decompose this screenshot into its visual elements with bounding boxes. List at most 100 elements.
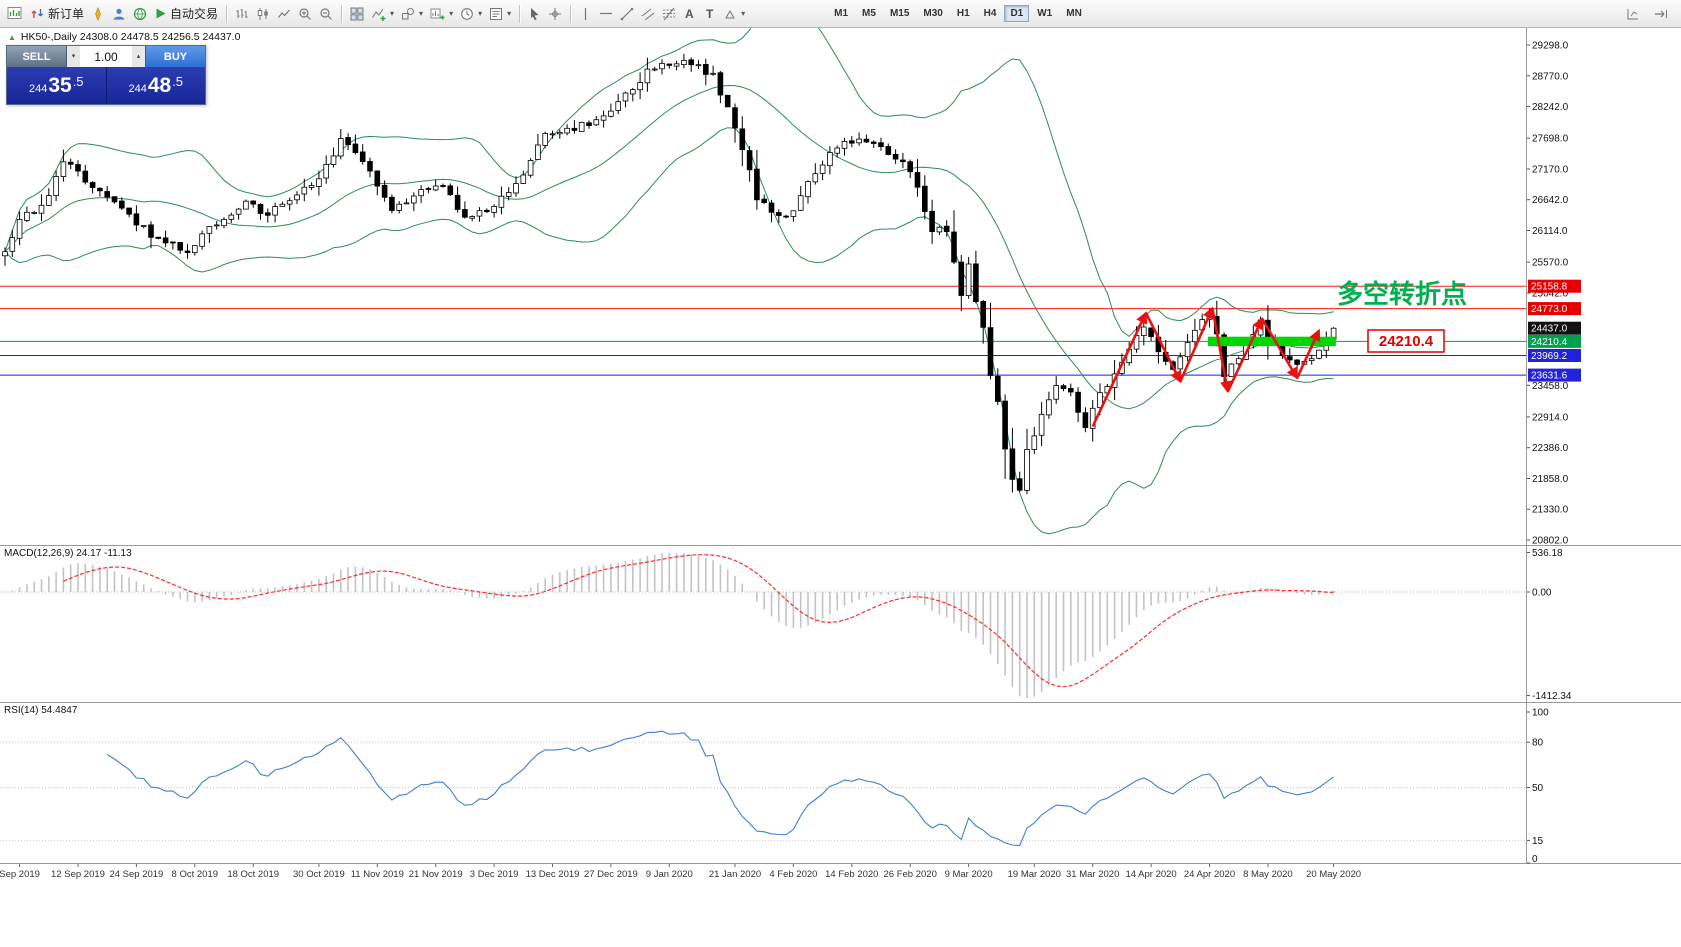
sell-button[interactable]: SELL <box>7 46 67 67</box>
price-axis-label: 23458.0 <box>1532 381 1569 392</box>
timeframe-button-W1[interactable]: W1 <box>1037 8 1053 19</box>
price-badge-text: 24437.0 <box>1531 324 1568 335</box>
price-tag-text: 24210.4 <box>1379 333 1434 350</box>
channel-tool[interactable] <box>638 5 658 23</box>
sell-price-big-digits: 35 <box>48 74 72 97</box>
chart-shift-button[interactable] <box>1623 5 1643 23</box>
cursor-button[interactable] <box>525 5 544 23</box>
buy-button[interactable]: BUY <box>145 46 205 67</box>
price-axis-label: 22914.0 <box>1532 412 1569 423</box>
buy-price-prefix: 244 <box>128 83 147 95</box>
label-tool[interactable]: T <box>700 5 719 23</box>
line-chart-icon <box>278 9 290 18</box>
date-axis-label: 11 Nov 2019 <box>351 869 404 880</box>
play-icon <box>156 8 166 19</box>
lot-size-control: ▾ ▴ <box>67 46 145 67</box>
tile-windows-button[interactable] <box>347 5 367 23</box>
toolbar-separator <box>519 4 521 23</box>
new-order-button[interactable]: 新订单 <box>27 3 87 24</box>
add-chart-button[interactable]: ▾ <box>427 5 456 23</box>
timeframe-button-D1[interactable]: D1 <box>1004 5 1030 22</box>
dropdown-arrow-icon[interactable]: ▾ <box>419 9 424 18</box>
candlestick-icon <box>257 7 268 20</box>
date-axis-label: 14 Apr 2020 <box>1125 869 1176 880</box>
rsi-axis-label: 100 <box>1532 708 1549 719</box>
timeframe-button-MN[interactable]: MN <box>1066 8 1082 19</box>
trend-zigzag-arrow[interactable] <box>1295 328 1321 379</box>
date-axis-label: 8 May 2020 <box>1243 869 1293 880</box>
text-tool[interactable]: A <box>680 5 699 23</box>
dropdown-arrow-icon[interactable]: ▾ <box>478 9 483 18</box>
zoom-in-button[interactable] <box>295 5 315 23</box>
buy-price[interactable]: 244 48.5 <box>106 67 205 104</box>
price-axis-label: 20802.0 <box>1532 536 1569 547</box>
date-axis-label: 9 Jan 2020 <box>646 869 693 880</box>
timeframe-button-M30[interactable]: M30 <box>923 8 943 19</box>
vertical-line-tool[interactable] <box>576 5 595 23</box>
svg-text:A: A <box>685 7 694 21</box>
timeframe-button-M15[interactable]: M15 <box>889 8 910 19</box>
shapes-icon <box>402 7 415 19</box>
timeframe-button-H4[interactable]: H4 <box>983 8 997 19</box>
macd-axis-label: 0.00 <box>1532 588 1552 599</box>
new-chart-button[interactable] <box>4 4 26 23</box>
dropdown-arrow-icon[interactable]: ▾ <box>390 9 395 18</box>
timeframe-button-M5[interactable]: M5 <box>862 8 876 19</box>
price-axis-label: 26114.0 <box>1532 226 1568 237</box>
date-axis-label: 13 Dec 2019 <box>526 869 580 880</box>
trend-zigzag-arrow[interactable] <box>1260 318 1299 380</box>
horizontal-line-tool[interactable] <box>596 5 616 22</box>
timeframe-button-H1[interactable]: H1 <box>956 8 970 19</box>
candlestick-chart-button[interactable] <box>253 5 273 23</box>
toolbar-separator <box>341 4 343 23</box>
navigator-button[interactable] <box>109 5 129 23</box>
crosshair-button[interactable] <box>545 5 565 23</box>
trendline-tool[interactable] <box>617 5 637 23</box>
macd-signal-line <box>63 554 1334 688</box>
main-toolbar: 新订单 自动交易 ▾ ▾ ▾ ▾ <box>0 0 1681 28</box>
lot-increase-button[interactable]: ▴ <box>132 46 145 67</box>
autotrading-button[interactable]: 自动交易 <box>151 3 221 24</box>
indicators-button[interactable]: ▾ <box>368 5 397 23</box>
line-chart-button[interactable] <box>274 5 294 23</box>
date-axis-label: 31 Mar 2020 <box>1066 869 1119 880</box>
sell-price[interactable]: 244 35.5 <box>7 67 107 104</box>
price-badge <box>1528 334 1581 348</box>
turning-point-annotation[interactable]: 多空转折点 <box>1337 279 1467 309</box>
chart-plot-area[interactable] <box>0 28 1526 864</box>
lot-size-input[interactable] <box>80 46 132 67</box>
trend-zigzag-arrow[interactable] <box>1211 307 1232 394</box>
price-badge-text: 23969.2 <box>1531 351 1568 362</box>
lot-decrease-button[interactable]: ▾ <box>67 46 80 67</box>
market-watch-button[interactable] <box>130 5 150 23</box>
price-badge-text: 24210.4 <box>1531 337 1568 348</box>
support-zone-highlight[interactable] <box>1208 336 1336 347</box>
price-axis-label: 27698.0 <box>1532 134 1569 145</box>
price-axis-label: 27170.0 <box>1532 165 1569 176</box>
compass-button[interactable] <box>88 5 108 23</box>
dropdown-arrow-icon[interactable]: ▾ <box>741 9 746 18</box>
arrows-tool[interactable]: ▾ <box>720 5 748 23</box>
timeframe-button-M1[interactable]: M1 <box>834 8 849 19</box>
rsi-line <box>106 730 1334 847</box>
price-tag-box[interactable] <box>1367 329 1445 353</box>
trend-zigzag-arrow[interactable] <box>1179 306 1214 383</box>
trend-zigzag-arrow[interactable] <box>1226 317 1264 393</box>
date-axis-label: 24 Sep 2019 <box>109 869 163 880</box>
objects-button[interactable]: ▾ <box>398 5 426 23</box>
dropdown-arrow-icon[interactable]: ▾ <box>507 9 512 18</box>
zoom-out-button[interactable] <box>316 5 336 23</box>
trend-zigzag-arrow[interactable] <box>1091 311 1148 428</box>
candlestick-series <box>2 53 1337 495</box>
fibonacci-tool[interactable] <box>659 5 679 23</box>
dropdown-arrow-icon[interactable]: ▾ <box>449 9 454 18</box>
price-badge <box>1528 349 1581 362</box>
trend-zigzag-arrow[interactable] <box>1144 312 1182 384</box>
bar-chart-button[interactable] <box>232 5 252 23</box>
price-axis-label: 28242.0 <box>1532 102 1569 113</box>
template-button[interactable]: ▾ <box>486 5 514 23</box>
auto-scroll-button[interactable] <box>1651 5 1671 23</box>
period-button[interactable]: ▾ <box>457 5 485 23</box>
trendline-icon <box>620 7 634 20</box>
